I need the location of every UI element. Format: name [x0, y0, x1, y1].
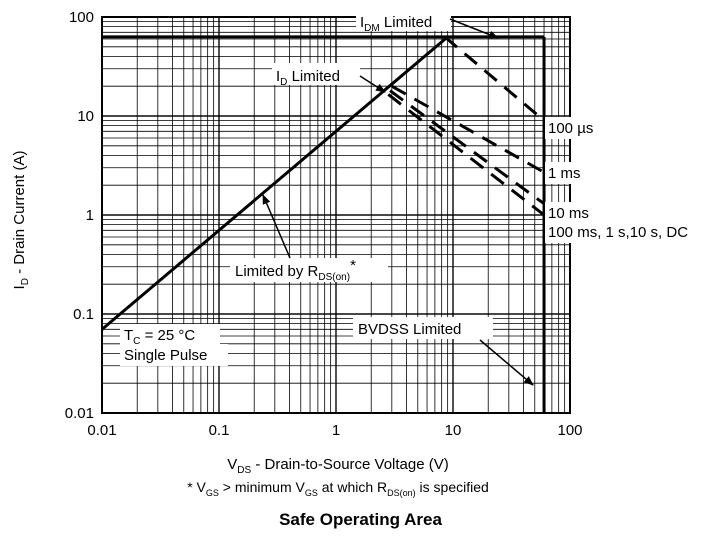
- id-label-bg: [272, 63, 360, 85]
- y-tick-label: 0.01: [65, 405, 94, 422]
- y-tick-label: 0.1: [73, 306, 94, 323]
- annotations: IDM Limited ID Limited Limited by RDS(on…: [120, 9, 719, 386]
- rdson-label-bg: [230, 258, 388, 282]
- label-100us: 100 µs: [548, 120, 593, 137]
- idm-label: IDM Limited: [360, 14, 432, 34]
- bvdss-label: BVDSS Limited: [358, 321, 461, 338]
- label-10ms-bg: [545, 202, 603, 224]
- label-10ms: 10 ms: [548, 205, 589, 222]
- series-line: [389, 89, 545, 205]
- y-axis-label: ID - Drain Current (A): [11, 151, 31, 290]
- bvdss-label-bg: [353, 317, 493, 339]
- y-tick-labels: 0.01 0.1 1 10 100: [65, 9, 94, 422]
- series-layer: [387, 35, 546, 217]
- rdson-arrow: [262, 194, 291, 259]
- idm-arrow: [449, 18, 499, 39]
- limits-layer: [101, 35, 546, 413]
- y-tick-label: 100: [69, 9, 94, 26]
- label-dc: 100 ms, 1 s,10 s, DC: [548, 224, 688, 241]
- y-tick-label: 10: [77, 108, 94, 125]
- label-1ms: 1 ms: [548, 165, 581, 182]
- label-100us-bg: [545, 117, 605, 139]
- x-tick-label: 0.1: [209, 422, 230, 439]
- id-arrow: [359, 75, 386, 93]
- pulse-label-bg: [120, 344, 228, 366]
- footnote: * VGS > minimum VGS at which RDS(on) is …: [187, 479, 489, 498]
- id-label: ID Limited: [276, 68, 340, 88]
- label-1ms-bg: [545, 162, 595, 184]
- x-tick-label: 100: [557, 422, 582, 439]
- label-dc-bg: [545, 221, 719, 243]
- bvdss-arrow: [479, 339, 534, 386]
- rdson-label: Limited by RDS(on)*: [235, 257, 356, 283]
- pulse-label: Single Pulse: [124, 347, 207, 364]
- x-tick-label: 0.01: [87, 422, 116, 439]
- idm-label-bg: [356, 9, 451, 31]
- tc-label: TC = 25 °C: [124, 327, 195, 347]
- chart-title: Safe Operating Area: [279, 510, 442, 529]
- series-line: [443, 35, 546, 122]
- x-tick-labels: 0.01 0.1 1 10 100: [87, 422, 582, 439]
- tc-label-bg: [120, 324, 220, 344]
- series-line: [391, 84, 545, 174]
- x-axis-label: VDS - Drain-to-Source Voltage (V): [227, 456, 449, 476]
- y-tick-label: 1: [86, 207, 94, 224]
- series-line: [387, 93, 545, 217]
- x-tick-label: 10: [445, 422, 462, 439]
- rdson-limit-line: [101, 35, 449, 331]
- x-tick-label: 1: [332, 422, 340, 439]
